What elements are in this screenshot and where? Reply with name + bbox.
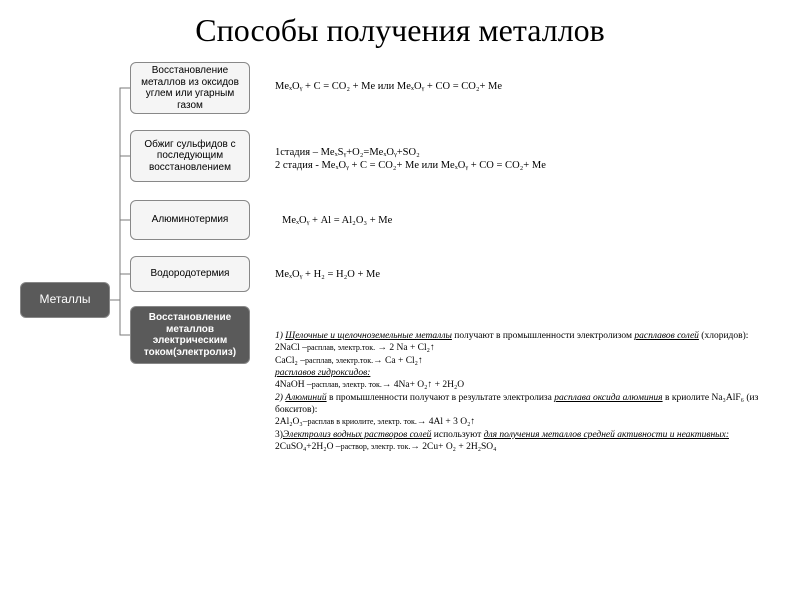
el-l2: CaCl₂ –: [275, 356, 305, 366]
el-p2b: Алюминий: [285, 393, 326, 403]
page-title: Способы получения металлов: [0, 12, 800, 49]
el-l1: 2NaCl –: [275, 343, 307, 353]
electrolysis-block: 1) Щелочные и щелочноземельные металлы п…: [275, 330, 785, 453]
el-l3r: → 4Na+ O₂↑ + 2H₂O: [382, 380, 464, 390]
el-p1b: Щелочные и щелочноземельные металлы: [285, 331, 452, 341]
el-l2r: → Ca + Cl₂↑: [373, 356, 423, 366]
el-l4c: расплав в криолите, электр. ток.: [308, 417, 417, 426]
equation-4: MeₓOᵧ + H₂ = H₂O + Me: [275, 268, 380, 281]
el-l5r: → 2Cu+ O₂ + 2H₂SO₄: [410, 442, 496, 452]
child-node-3: Алюминотермия: [130, 200, 250, 240]
child-node-1: Восстановление металлов из оксидов углем…: [130, 62, 250, 114]
el-l5: 2CuSO₄+2H₂O –: [275, 442, 341, 452]
child-node-4: Водородотермия: [130, 256, 250, 292]
el-l5c: раствор, электр. ток.: [341, 442, 411, 451]
child-node-2: Обжиг сульфидов с последующим восстановл…: [130, 130, 250, 182]
equation-3: MeₓOᵧ + Al = Al₂O₃ + Me: [282, 214, 392, 227]
el-l2c: расплав, электр.ток.: [305, 356, 373, 365]
el-hydrox: расплавов гидроксидов:: [275, 368, 370, 378]
eq2-line2: 2 стадия - MeₓOᵧ + C = CO₂+ Me или MeₓOᵧ…: [275, 160, 546, 171]
child-node-5: Восстановление металлов электрическим то…: [130, 306, 250, 364]
el-l1r: → 2 Na + Cl₂↑: [375, 343, 435, 353]
equation-1: MeₓOᵧ + C = CO₂ + Me или MeₓOᵧ + CO = CO…: [275, 80, 502, 93]
el-p1d: расплавов солей: [634, 331, 699, 341]
el-l4r: → 4Al + 3 O₂↑: [417, 417, 475, 427]
el-l3: 4NaOH –: [275, 380, 312, 390]
el-p3b: Электролиз водных растворов солей: [283, 430, 432, 440]
el-p3a: 3): [275, 430, 283, 440]
el-l3c: расплав, электр. ток.: [312, 380, 382, 389]
el-l1c: расплав, электр.ток.: [307, 343, 375, 352]
el-p2a: 2): [275, 393, 285, 403]
el-p3c: используют: [431, 430, 483, 440]
root-node: Металлы: [20, 282, 110, 318]
el-p1a: 1): [275, 331, 285, 341]
el-p2d: расплава оксида алюминия: [554, 393, 662, 403]
el-p3d: для получения металлов средней активност…: [484, 430, 729, 440]
el-p2c: в промышленности получают в результате э…: [327, 393, 555, 403]
el-p1c: получают в промышленности электролизом: [452, 331, 634, 341]
equation-2: 1стадия – MeₓSᵧ+O₂=MeₓOᵧ+SO₂ 2 стадия - …: [275, 146, 546, 172]
el-l4: 2Al₂O₃–: [275, 417, 308, 427]
el-p1e: (хлоридов):: [699, 331, 749, 341]
eq2-line1: 1стадия – MeₓSᵧ+O₂=MeₓOᵧ+SO₂: [275, 147, 420, 158]
